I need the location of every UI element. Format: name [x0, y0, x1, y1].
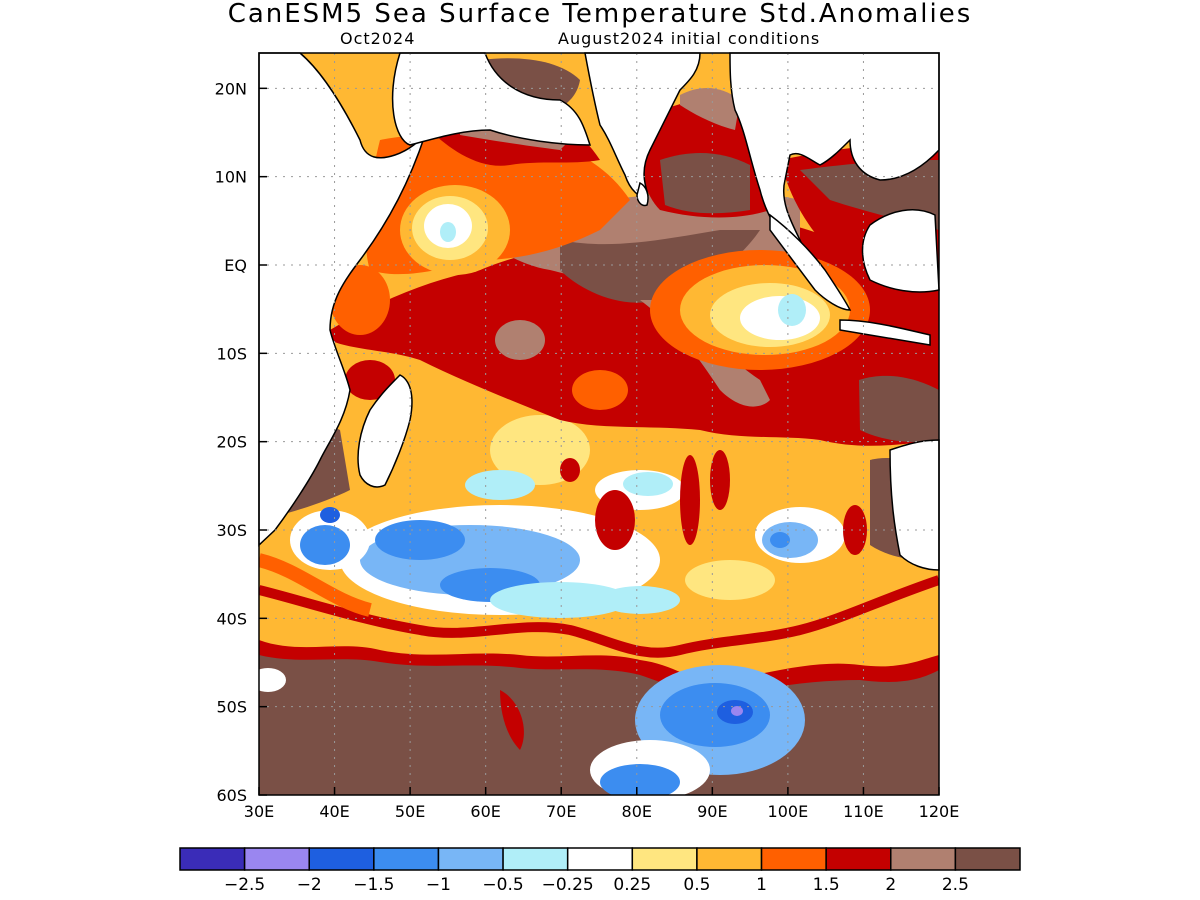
map-frame [258, 52, 940, 796]
colorbar-swatch [308, 847, 375, 871]
x-axis: 30E 40E 50E 60E 70E 80E 90E 100E 110E 120E [244, 787, 960, 821]
colorbar-label: 0.25 [613, 875, 651, 895]
australia-land [889, 439, 940, 571]
colorbar-swatch [760, 847, 827, 871]
colorbar-label: −2 [297, 875, 322, 895]
sri-lanka-land [636, 181, 649, 207]
forecast-month: Oct2024 [340, 29, 416, 48]
y-tick-label: 60S [216, 786, 247, 805]
colorbar-label: 1.5 [813, 875, 840, 895]
colorbar-swatch [179, 847, 246, 871]
y-tick-label: 20N [215, 79, 247, 98]
colorbar-label: 2.5 [942, 875, 969, 895]
x-tick-label: 70E [546, 802, 576, 821]
y-axis: 20N 10N EQ 10S 20S 30S 40S 50S 60S [215, 79, 267, 805]
arabia-land [391, 52, 592, 146]
y-tick-label: 20S [216, 433, 247, 452]
colorbar-label: −1 [426, 875, 451, 895]
colorbar-label: −1.5 [353, 875, 394, 895]
colorbar-swatch [631, 847, 698, 871]
colorbar-swatch [825, 847, 892, 871]
initial-conditions-label: August2024 initial conditions [558, 29, 821, 48]
x-tick-label: 100E [768, 802, 809, 821]
y-tick-label: 40S [216, 609, 247, 628]
x-tick-label: 80E [622, 802, 652, 821]
y-tick-label: EQ [224, 256, 247, 275]
colorbar-swatch [437, 847, 504, 871]
colorbar-label: 2 [885, 875, 896, 895]
madagascar-land [357, 374, 413, 488]
x-tick-label: 40E [319, 802, 349, 821]
colorbar-swatch [243, 847, 310, 871]
gridlines [259, 53, 939, 795]
colorbar-swatch [954, 847, 1021, 871]
java-land [839, 319, 931, 346]
colorbar-swatch [566, 847, 634, 871]
y-tick-label: 10S [216, 344, 247, 363]
chart-title: CanESM5 Sea Surface Temperature Std.Anom… [227, 0, 973, 29]
colorbar-label: −2.5 [224, 875, 265, 895]
colorbar-swatch [502, 847, 569, 871]
x-tick-label: 110E [843, 802, 884, 821]
y-tick-label: 50S [216, 698, 247, 717]
colorbar-label: −0.25 [542, 875, 594, 895]
southeast-asia-land [729, 52, 940, 252]
colorbar-swatch [696, 847, 763, 871]
colorbar-label: 1 [756, 875, 767, 895]
y-tick-label: 30S [216, 521, 247, 540]
x-tick-label: 120E [919, 802, 960, 821]
colorbar-swatch [890, 847, 957, 871]
colorbar-swatch [373, 847, 440, 871]
x-tick-label: 90E [697, 802, 727, 821]
colorbar-label: 0.5 [683, 875, 710, 895]
borneo-land [861, 209, 940, 293]
colorbar-label: −0.5 [482, 875, 523, 895]
x-tick-label: 50E [395, 802, 425, 821]
x-tick-label: 30E [244, 802, 274, 821]
land-masses [258, 52, 940, 571]
sumatra-land [769, 213, 852, 311]
africa-land [258, 52, 426, 547]
x-tick-label: 60E [470, 802, 500, 821]
colorbar: −2.5 −2 −1.5 −1 −0.5 −0.25 0.25 0.5 1 1.5 2 2.5 [179, 847, 1021, 895]
y-tick-label: 10N [215, 168, 247, 187]
